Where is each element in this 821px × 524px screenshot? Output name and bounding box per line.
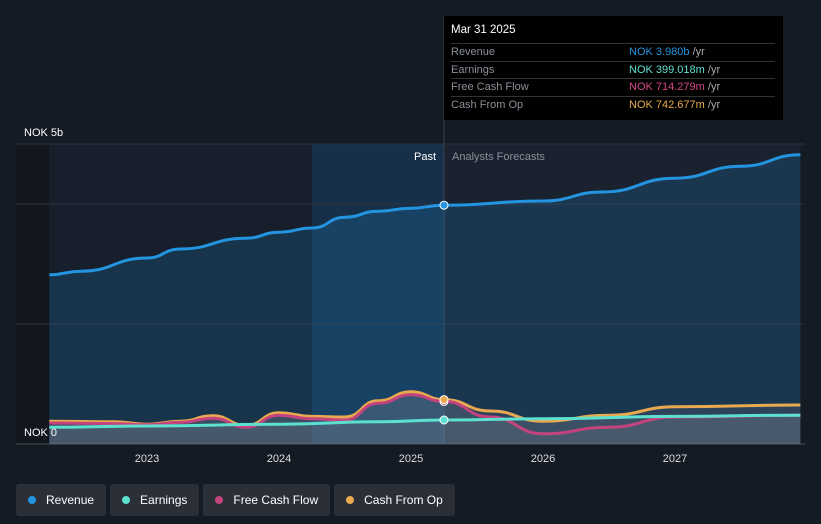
- tooltip-value-amount: NOK 714.279m: [629, 81, 705, 93]
- earnings-line: [49, 413, 801, 429]
- forecast-region: [444, 144, 801, 444]
- legend-dot-icon: [346, 496, 355, 504]
- x-tick-label: 2024: [267, 453, 291, 465]
- legend-item-earnings[interactable]: Earnings: [110, 484, 200, 516]
- y-label-top: NOK 5b: [24, 127, 63, 139]
- free-cash-flow-line: [49, 393, 801, 436]
- tooltip-date: Mar 31 2025: [451, 24, 516, 36]
- tooltip-row: Free Cash Flow NOK 714.279m /yr: [451, 78, 775, 96]
- tooltip-value: NOK 714.279m /yr: [629, 79, 720, 96]
- legend-item-cash-from-op[interactable]: Cash From Op: [334, 484, 455, 516]
- x-tick-label: 2025: [399, 453, 423, 465]
- tooltip: Mar 31 2025 Revenue NOK 3.980b /yr Earning…: [444, 16, 783, 120]
- tooltip-value-amount: NOK 3.980b: [629, 46, 690, 58]
- y-label-zero: NOK 0: [24, 427, 57, 439]
- legend: Revenue Earnings Free Cash Flow Cash From O…: [16, 484, 455, 516]
- x-tick-label: 2027: [663, 453, 687, 465]
- earnings-area: [49, 415, 801, 444]
- past-label: Past: [414, 151, 436, 163]
- legend-dot-icon: [215, 496, 224, 504]
- cash-from-op-area: [49, 391, 801, 444]
- tooltip-unit: /yr: [704, 81, 721, 93]
- revenue-area: [49, 154, 801, 445]
- legend-dot-icon: [122, 496, 131, 504]
- revenue-line: [49, 153, 801, 277]
- tooltip-value-amount: NOK 742.677m: [629, 98, 705, 111]
- tooltip-label: Cash From Op: [451, 98, 524, 111]
- tooltip-row: Earnings NOK 399.018m /yr: [451, 60, 775, 79]
- legend-item-revenue[interactable]: Revenue: [16, 484, 107, 516]
- tooltip-unit: /yr: [689, 46, 705, 58]
- tooltip-row: Cash From Op NOK 742.677m /yr: [451, 95, 775, 114]
- pre-data-region: [16, 144, 50, 444]
- legend-item-free-cash-flow[interactable]: Free Cash Flow: [203, 484, 331, 516]
- tooltip-label: Earnings: [451, 63, 495, 76]
- tooltip-label: Revenue: [451, 46, 496, 58]
- revenue-marker[interactable]: [439, 200, 449, 210]
- x-tick-label: 2023: [135, 453, 159, 465]
- tooltip-unit: /yr: [704, 98, 721, 111]
- legend-label: Earnings: [140, 493, 188, 507]
- cash-from-op-marker[interactable]: [439, 395, 449, 405]
- legend-label: Revenue: [46, 493, 95, 507]
- x-tick-label: 2026: [531, 453, 555, 465]
- earnings-marker[interactable]: [439, 415, 449, 425]
- legend-label: Cash From Op: [364, 493, 443, 507]
- forecast-label: Analysts Forecasts: [452, 151, 545, 163]
- legend-label: Free Cash Flow: [233, 493, 319, 507]
- tooltip-value: NOK 742.677m /yr: [629, 97, 720, 114]
- tooltip-unit: /yr: [704, 63, 721, 76]
- tooltip-row: Revenue NOK 3.980b /yr: [451, 43, 775, 61]
- tooltip-label: Free Cash Flow: [451, 81, 529, 93]
- tooltip-value: NOK 3.980b /yr: [629, 44, 705, 61]
- tooltip-value-amount: NOK 399.018m: [629, 63, 705, 76]
- tooltip-value: NOK 399.018m /yr: [629, 62, 720, 79]
- legend-dot-icon: [28, 496, 36, 504]
